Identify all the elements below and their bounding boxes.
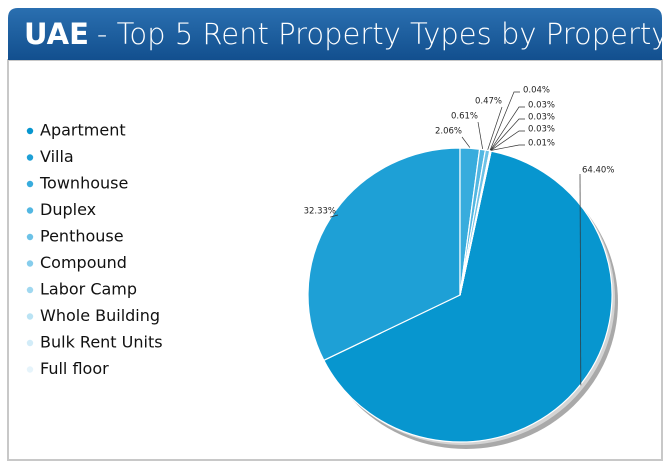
legend-dot bbox=[26, 260, 34, 267]
leader-line bbox=[330, 214, 339, 218]
data-label: 0.03% bbox=[528, 101, 555, 111]
data-label: 0.03% bbox=[528, 113, 555, 123]
leader-line bbox=[489, 91, 520, 151]
leader-line bbox=[490, 130, 525, 151]
legend-label: Bulk Rent Units bbox=[40, 333, 163, 352]
data-label: 0.61% bbox=[451, 112, 478, 122]
pie-slice bbox=[459, 150, 492, 296]
legend-label: Compound bbox=[40, 253, 127, 272]
data-label: 0.47% bbox=[475, 97, 502, 107]
leader-line bbox=[477, 121, 483, 149]
leader-line bbox=[579, 173, 582, 386]
legend-dot bbox=[26, 207, 34, 214]
legend-label: Penthouse bbox=[40, 227, 124, 246]
chart-title: UAE - Top 5 Rent Property Types by Proper… bbox=[24, 17, 670, 51]
legend-label: Villa bbox=[40, 147, 74, 166]
legend-label: Townhouse bbox=[39, 174, 128, 193]
legend-dot bbox=[26, 180, 34, 188]
header bbox=[8, 8, 662, 60]
data-label: 2.06% bbox=[435, 127, 462, 137]
legend-label: Labor Camp bbox=[40, 280, 137, 299]
leader-line bbox=[491, 144, 525, 151]
leader-line bbox=[487, 106, 503, 150]
data-label: 0.04% bbox=[523, 86, 550, 96]
legend-label: Apartment bbox=[40, 121, 126, 140]
legend-label: Duplex bbox=[40, 200, 96, 219]
leader-line bbox=[461, 136, 471, 148]
legend-dot bbox=[26, 127, 34, 135]
legend-dot bbox=[26, 233, 34, 241]
data-label: 32.33% bbox=[304, 207, 336, 217]
legend-label: Whole Building bbox=[40, 306, 160, 325]
data-label: 0.01% bbox=[528, 139, 555, 149]
legend-dot bbox=[26, 286, 34, 294]
legend-dot bbox=[26, 313, 34, 320]
leader-line bbox=[490, 118, 525, 151]
leader-line bbox=[490, 106, 525, 151]
legend-dot bbox=[26, 339, 34, 347]
legend-label: Full floor bbox=[40, 359, 109, 378]
pie-slice bbox=[307, 147, 461, 362]
data-label: 64.40% bbox=[582, 166, 614, 176]
legend-dot bbox=[26, 154, 34, 161]
data-label: 0.03% bbox=[528, 125, 555, 135]
title-country: UAE bbox=[24, 17, 89, 51]
legend-dot bbox=[26, 366, 34, 373]
pie-slice bbox=[323, 150, 613, 443]
title-text: - Top 5 Rent Property Types by Property … bbox=[97, 17, 670, 51]
